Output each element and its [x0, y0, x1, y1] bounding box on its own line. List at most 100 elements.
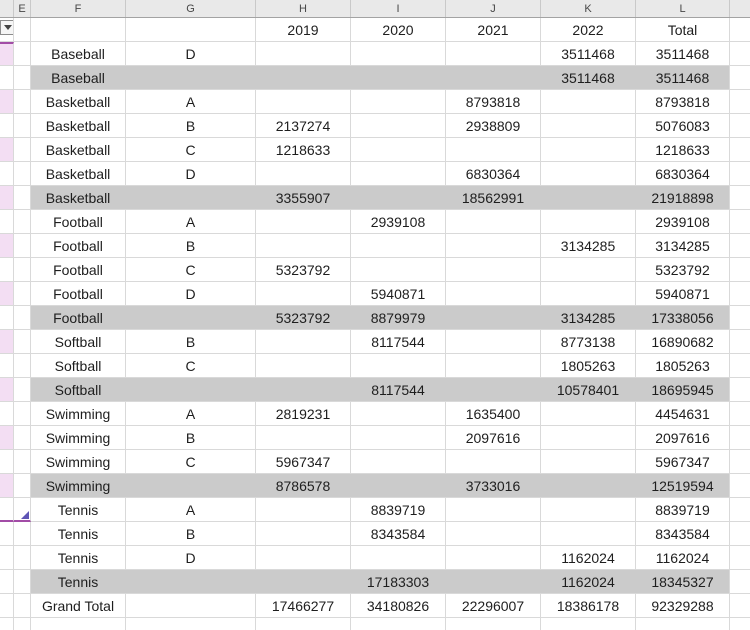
cell-empty[interactable]: [730, 114, 750, 137]
cell-empty[interactable]: [730, 282, 750, 305]
cell-empty[interactable]: [126, 18, 256, 41]
row-band-cell[interactable]: [0, 138, 14, 161]
cell-empty[interactable]: [730, 42, 750, 65]
cell-2019[interactable]: [256, 90, 351, 113]
cell-group[interactable]: A: [126, 90, 256, 113]
cell-2022[interactable]: 3134285: [541, 234, 636, 257]
row-band-cell[interactable]: [0, 498, 14, 522]
cell-sport[interactable]: Swimming: [31, 426, 126, 449]
cell-empty[interactable]: [126, 618, 256, 630]
cell-total[interactable]: 8839719: [636, 498, 730, 521]
cell-2020[interactable]: 8117544: [351, 378, 446, 401]
cell-sport[interactable]: Basketball: [31, 138, 126, 161]
row-band-cell[interactable]: [0, 354, 14, 377]
cell-group[interactable]: [126, 594, 256, 617]
table-resize-handle-icon[interactable]: [21, 511, 29, 519]
cell-sport[interactable]: Basketball: [31, 90, 126, 113]
cell-2020[interactable]: [351, 114, 446, 137]
cell-2021[interactable]: [446, 306, 541, 329]
cell-group[interactable]: C: [126, 258, 256, 281]
cell-2021[interactable]: 2097616: [446, 426, 541, 449]
cell-group[interactable]: [126, 474, 256, 497]
cell-2021[interactable]: [446, 138, 541, 161]
row-band-cell[interactable]: [0, 450, 14, 473]
row-band-cell[interactable]: [0, 66, 14, 89]
cell-total[interactable]: 1218633: [636, 138, 730, 161]
cell-2019[interactable]: 8786578: [256, 474, 351, 497]
cell-2022[interactable]: [541, 90, 636, 113]
year-header-2020[interactable]: 2020: [351, 18, 446, 41]
cell-total[interactable]: 3511468: [636, 42, 730, 65]
cell-2020[interactable]: [351, 162, 446, 185]
cell-group[interactable]: A: [126, 402, 256, 425]
cell-2020[interactable]: 2939108: [351, 210, 446, 233]
cell-group[interactable]: [126, 570, 256, 593]
cell-empty[interactable]: [730, 546, 750, 569]
cell-empty[interactable]: [730, 210, 750, 233]
row-band-cell[interactable]: [0, 186, 14, 209]
cell-empty[interactable]: [14, 282, 31, 305]
cell-sport[interactable]: Basketball: [31, 114, 126, 137]
cell-empty[interactable]: [730, 234, 750, 257]
column-header-cutoff-right[interactable]: [730, 0, 750, 17]
cell-group[interactable]: B: [126, 114, 256, 137]
column-header-I[interactable]: I: [351, 0, 446, 17]
cell-empty[interactable]: [541, 618, 636, 630]
cell-2022[interactable]: [541, 282, 636, 305]
cell-total[interactable]: 16890682: [636, 330, 730, 353]
cell-group[interactable]: B: [126, 426, 256, 449]
cell-empty[interactable]: [730, 498, 750, 521]
cell-2022[interactable]: [541, 114, 636, 137]
cell-group[interactable]: [126, 66, 256, 89]
cell-empty[interactable]: [14, 618, 31, 630]
cell-2019[interactable]: [256, 162, 351, 185]
total-header[interactable]: Total: [636, 18, 730, 41]
cell-2021[interactable]: 18562991: [446, 186, 541, 209]
cell-2022[interactable]: 8773138: [541, 330, 636, 353]
cell-empty[interactable]: [14, 330, 31, 353]
cell-2019[interactable]: [256, 354, 351, 377]
cell-2019[interactable]: [256, 42, 351, 65]
cell-sport[interactable]: Basketball: [31, 186, 126, 209]
cell-empty[interactable]: [730, 90, 750, 113]
cell-2019[interactable]: 3355907: [256, 186, 351, 209]
cell-empty[interactable]: [14, 498, 31, 522]
year-header-2019[interactable]: 2019: [256, 18, 351, 41]
cell-sport[interactable]: Football: [31, 210, 126, 233]
cell-total[interactable]: 18695945: [636, 378, 730, 401]
cell-2020[interactable]: [351, 546, 446, 569]
cell-2021[interactable]: 1635400: [446, 402, 541, 425]
cell-2021[interactable]: [446, 330, 541, 353]
row-band-cell[interactable]: [0, 402, 14, 425]
cell-2019[interactable]: [256, 546, 351, 569]
cell-empty[interactable]: [14, 42, 31, 65]
cell-2022[interactable]: [541, 186, 636, 209]
cell-empty[interactable]: [636, 618, 730, 630]
cell-2021[interactable]: [446, 522, 541, 545]
row-band-cell[interactable]: [0, 234, 14, 257]
row-band-cell[interactable]: [0, 306, 14, 329]
cell-empty[interactable]: [14, 234, 31, 257]
cell-2019[interactable]: [256, 378, 351, 401]
row-band-cell[interactable]: [0, 474, 14, 497]
cell-sport[interactable]: Baseball: [31, 66, 126, 89]
cell-empty[interactable]: [14, 90, 31, 113]
cell-empty[interactable]: [730, 66, 750, 89]
cell-total[interactable]: 5076083: [636, 114, 730, 137]
cell-2019[interactable]: [256, 330, 351, 353]
cell-empty[interactable]: [14, 66, 31, 89]
cell-empty[interactable]: [14, 258, 31, 281]
cell-total[interactable]: 8793818: [636, 90, 730, 113]
cell-sport[interactable]: Softball: [31, 330, 126, 353]
cell-2021[interactable]: [446, 354, 541, 377]
cell-group[interactable]: A: [126, 498, 256, 521]
cell-sport[interactable]: Tennis: [31, 570, 126, 593]
cell-empty[interactable]: [14, 306, 31, 329]
cell-total[interactable]: 4454631: [636, 402, 730, 425]
cell-2020[interactable]: [351, 474, 446, 497]
cell-group[interactable]: [126, 306, 256, 329]
cell-2020[interactable]: [351, 42, 446, 65]
cell-sport[interactable]: Basketball: [31, 162, 126, 185]
cell-2021[interactable]: [446, 570, 541, 593]
cell-empty[interactable]: [730, 426, 750, 449]
